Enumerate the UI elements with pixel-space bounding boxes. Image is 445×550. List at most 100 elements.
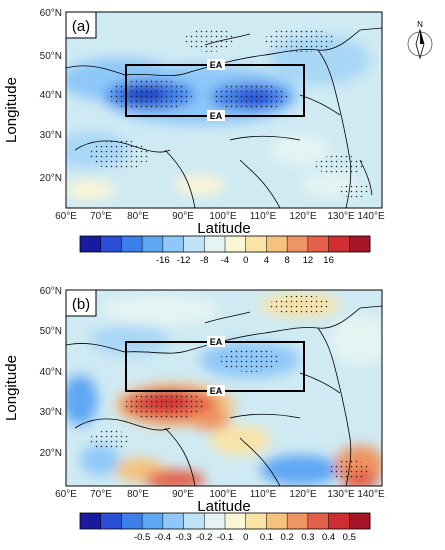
colorbar-swatch [307, 513, 329, 529]
panel-a-x-ticks: 60°E 70°E 80°E 90°E 100°E 110°E 120°E 13… [55, 211, 385, 222]
colorbar-swatch [328, 513, 350, 529]
panel-b-xtick-110: 110°E [250, 489, 277, 500]
colorbar-swatch [183, 236, 205, 252]
panel-a-ytick-60: 60°N [40, 8, 62, 19]
colorbar-swatch [162, 513, 184, 529]
colorbar-tick-label: 16 [323, 255, 334, 266]
panel-a-ylabel: Longitude [3, 77, 20, 143]
panel-a-xtick-140: 140°E [357, 211, 385, 222]
panel-b-x-ticks: 60°E 70°E 80°E 90°E 100°E 110°E 120°E 13… [55, 489, 385, 500]
colorbar-swatch [245, 236, 267, 252]
panel-a-ea-label-bg-bottom [207, 110, 225, 121]
colorbar-swatch [204, 236, 226, 252]
panel-a-xtick-100: 100°E [209, 211, 237, 222]
panel-b-xlabel: Latitude [197, 498, 250, 515]
panel-a: EA EA (a) 60°N 50°N 40°N 30°N 20°N 60°E … [3, 8, 385, 237]
panel-b-ytick-60: 60°N [40, 286, 62, 297]
panel-a-xtick-80: 80°E [127, 211, 149, 222]
panel-a-ytick-40: 40°N [40, 90, 62, 101]
panel-b-ytick-40: 40°N [40, 367, 62, 378]
colorbar-tick-label: -0.3 [175, 532, 191, 543]
panel-b-ea-label-top: EA [210, 337, 223, 347]
colorbar-swatch [266, 513, 288, 529]
colorbar-swatch [80, 236, 102, 252]
panel-a-xtick-110: 110°E [250, 211, 277, 222]
colorbar-swatch [121, 236, 143, 252]
colorbar-tick-label: 0 [243, 532, 248, 543]
panel-b-xtick-70: 70°E [90, 489, 112, 500]
panel-a-xtick-130: 130°E [327, 211, 355, 222]
panel-b: EA EA (b) 60°N 50°N 40°N 30°N 20°N 60°E … [3, 286, 385, 515]
colorbar-swatch [100, 236, 122, 252]
panel-a-ytick-20: 20°N [40, 173, 62, 184]
panel-b-ytick-50: 50°N [40, 326, 62, 337]
panel-a-ytick-50: 50°N [40, 51, 62, 62]
panel-b-ea-label-bottom: EA [210, 386, 223, 396]
colorbar-tick-label: 0.4 [322, 532, 335, 543]
panel-a-frame [65, 11, 383, 209]
colorbar-swatch [307, 236, 329, 252]
panel-b-colorbar: -0.5 -0.4 -0.3 -0.2 -0.1 0 0.1 0.2 0.3 0.4 0.5 [79, 512, 371, 543]
colorbar-tick-label: -4 [221, 255, 229, 266]
colorbar-swatch [162, 236, 184, 252]
panel-a-ea-label-bg-top [207, 59, 225, 70]
panel-a-colorbar: -16 -12 -8 -4 0 4 8 12 16 [79, 235, 371, 266]
colorbar-tick-label: -8 [200, 255, 208, 266]
panel-a-label-box [65, 11, 97, 39]
colorbar-swatch [328, 236, 350, 252]
panel-a-field [66, 12, 382, 208]
colorbar-tick-label: -12 [177, 255, 191, 266]
compass-needle-dark [420, 30, 424, 44]
panel-a-xtick-60: 60°E [55, 211, 77, 222]
panel-b-ylabel: Longitude [3, 355, 20, 421]
panel-a-y-ticks: 60°N 50°N 40°N 30°N 20°N [40, 8, 62, 184]
panel-b-y-ticks: 60°N 50°N 40°N 30°N 20°N [40, 286, 62, 459]
colorbar-swatch [121, 513, 143, 529]
panel-b-ytick-20: 20°N [40, 448, 62, 459]
colorbar-swatch [245, 513, 267, 529]
colorbar-tick-label: 0 [243, 255, 248, 266]
colorbar-tick-label: 0.1 [260, 532, 273, 543]
panel-b-xtick-90: 90°E [172, 489, 194, 500]
colorbar-tick-label: 0.3 [301, 532, 314, 543]
panel-a-ytick-30: 30°N [40, 130, 62, 141]
panel-a-xtick-70: 70°E [90, 211, 112, 222]
panel-a-label: (a) [72, 18, 90, 35]
colorbar-tick-label: -0.5 [134, 532, 150, 543]
panel-b-xtick-130: 130°E [327, 489, 355, 500]
colorbar-swatch [287, 513, 309, 529]
colorbar-tick-label: 0.5 [343, 532, 356, 543]
colorbar-swatch [349, 236, 371, 252]
colorbar-tick-label: 12 [303, 255, 314, 266]
colorbar-swatch [100, 513, 122, 529]
colorbar-swatch [266, 236, 288, 252]
panel-a-ea-label-top: EA [210, 60, 223, 70]
panel-a-ea-label-bottom: EA [210, 111, 223, 121]
panel-b-xtick-120: 120°E [289, 489, 317, 500]
colorbar-tick-label: -0.4 [155, 532, 171, 543]
panel-b-xtick-140: 140°E [357, 489, 385, 500]
colorbar-swatch [287, 236, 309, 252]
colorbar-tick-label: 0.2 [281, 532, 294, 543]
panel-b-label-box [65, 289, 97, 317]
panel-b-label: (b) [72, 296, 90, 313]
panel-a-xtick-120: 120°E [289, 211, 317, 222]
panel-b-ea-label-bg-bottom [207, 385, 225, 396]
panel-a-xtick-90: 90°E [172, 211, 194, 222]
colorbar-tick-label: -0.1 [217, 532, 233, 543]
panel-b-xtick-60: 60°E [55, 489, 77, 500]
colorbar-swatch [349, 513, 371, 529]
colorbar-swatch [142, 236, 164, 252]
panel-b-xtick-80: 80°E [127, 489, 149, 500]
colorbar-swatch [225, 513, 247, 529]
colorbar-swatch [80, 513, 102, 529]
colorbar-tick-label: -0.2 [196, 532, 212, 543]
colorbar-tick-label: 8 [284, 255, 289, 266]
colorbar-swatch [183, 513, 205, 529]
panel-b-xtick-100: 100°E [209, 489, 237, 500]
colorbar-tick-label: 4 [264, 255, 269, 266]
colorbar-swatch [142, 513, 164, 529]
panel-b-ea-label-bg-top [207, 336, 225, 347]
panel-a-xlabel: Latitude [197, 220, 250, 237]
